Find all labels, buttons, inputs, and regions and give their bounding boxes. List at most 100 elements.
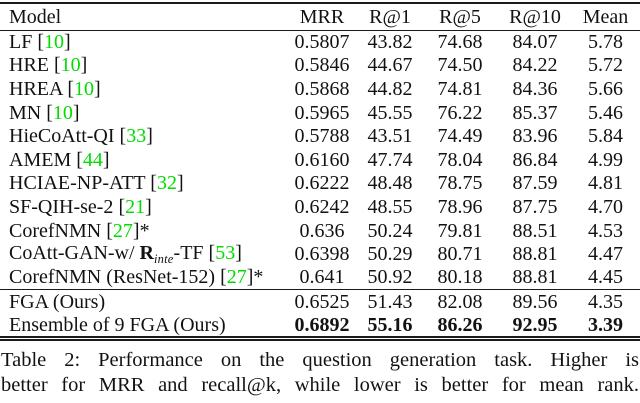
value-cell: 88.81 — [512, 266, 558, 289]
model-cell: Ensemble of 9 FGA (Ours) — [0, 314, 285, 338]
table-row: CoAtt-GAN-w/ Rinte-TF [53] 0.6398 50.29 80.… — [0, 242, 640, 266]
value-cell: 44.82 — [367, 77, 413, 100]
value-cell: 43.82 — [367, 31, 413, 54]
column-header-model: Model — [9, 5, 62, 28]
column-header-mean: Mean — [582, 5, 629, 28]
value-cell: 45.55 — [367, 101, 413, 124]
value-cell: 88.51 — [512, 219, 558, 242]
model-name-text: HREA — [9, 77, 68, 100]
model-name-text: FGA (Ours) — [9, 290, 106, 313]
citation-link[interactable]: 32 — [156, 172, 177, 195]
model-name-text: CorefNMN — [9, 219, 107, 242]
model-cell: CorefNMN (ResNet-152) [27]* — [0, 266, 285, 290]
value-cell: 50.24 — [367, 219, 413, 242]
value-cell: 0.6525 — [294, 290, 350, 313]
citation-bracket: [33] — [119, 125, 153, 148]
model-name-text: Ensemble of 9 FGA (Ours) — [9, 313, 226, 336]
math-bold-symbol: R — [139, 241, 154, 264]
citation-link[interactable]: 10 — [74, 77, 95, 100]
value-cell: 79.81 — [437, 219, 483, 242]
value-cell: 4.45 — [588, 266, 623, 289]
value-cell: 0.5965 — [294, 101, 350, 124]
value-cell: 50.92 — [367, 266, 413, 289]
model-cell: FGA (Ours) — [0, 290, 285, 314]
caption-line-2: better for MRR and recall@k, while lower… — [1, 373, 639, 396]
model-cell: HCIAE-NP-ATT [32] — [0, 172, 285, 196]
citation-link[interactable]: 10 — [52, 101, 73, 124]
model-name-text: HCIAE-NP-ATT — [9, 172, 151, 195]
table-row: CorefNMN (ResNet-152) [27]* 0.641 50.92 80.… — [0, 266, 640, 290]
value-cell: 0.6160 — [294, 148, 350, 171]
citation-link[interactable]: 44 — [82, 148, 103, 171]
value-cell: 0.636 — [299, 219, 345, 242]
citation-link[interactable]: 10 — [60, 54, 81, 77]
table-row: CorefNMN [27]* 0.636 50.24 79.81 88.51 4.53 — [0, 219, 640, 243]
value-cell: 47.74 — [367, 148, 413, 171]
column-header-r1: R@1 — [369, 5, 411, 28]
model-name-text: CorefNMN (ResNet-152) — [9, 266, 221, 289]
value-cell: 55.16 — [367, 313, 413, 336]
value-cell: 83.96 — [512, 125, 558, 148]
value-cell: 87.59 — [512, 172, 558, 195]
model-cell: HieCoAtt-QI [33] — [0, 124, 285, 148]
column-header-r10: R@10 — [509, 5, 561, 28]
value-cell: 74.50 — [437, 54, 483, 77]
value-cell: 84.22 — [512, 54, 558, 77]
value-cell: 5.46 — [588, 101, 623, 124]
model-name-text: * — [139, 219, 150, 242]
value-cell: 86.26 — [437, 313, 483, 336]
citation-bracket: [27] — [220, 266, 254, 289]
model-name-text: HRE — [9, 54, 54, 77]
value-cell: 43.51 — [367, 125, 413, 148]
model-cell: LF [10] — [0, 30, 285, 54]
value-cell: 0.5788 — [294, 125, 350, 148]
table-header: Model MRR R@1 R@5 R@10 Mean — [0, 3, 640, 30]
citation-link[interactable]: 33 — [126, 125, 147, 148]
value-cell: 0.5868 — [294, 77, 350, 100]
model-cell: MN [10] — [0, 101, 285, 125]
model-cell: HRE [10] — [0, 54, 285, 78]
value-cell: 0.6398 — [294, 243, 350, 266]
value-cell: 92.95 — [512, 313, 558, 336]
model-name-text: AMEM — [9, 148, 77, 171]
value-cell: 0.5846 — [294, 54, 350, 77]
value-cell: 4.70 — [588, 195, 623, 218]
citation-bracket: [10] — [54, 54, 88, 77]
model-cell: HREA [10] — [0, 77, 285, 101]
value-cell: 80.18 — [437, 266, 483, 289]
citation-link[interactable]: 53 — [215, 241, 236, 264]
table-caption: Table 2: Performance on the question gen… — [0, 348, 640, 398]
value-cell: 44.67 — [367, 54, 413, 77]
model-cell: SF-QIH-se-2 [21] — [0, 195, 285, 219]
table-row: SF-QIH-se-2 [21] 0.6242 48.55 78.96 87.75 4.7… — [0, 195, 640, 219]
column-header-r5: R@5 — [439, 5, 481, 28]
value-cell: 0.6892 — [294, 313, 350, 336]
table-row: HRE [10] 0.5846 44.67 74.50 84.22 5.72 — [0, 54, 640, 78]
citation-link[interactable]: 21 — [125, 195, 146, 218]
column-header-mrr: MRR — [299, 5, 345, 28]
value-cell: 48.55 — [367, 195, 413, 218]
value-cell: 5.72 — [588, 54, 623, 77]
value-cell: 88.81 — [512, 243, 558, 266]
value-cell: 82.08 — [437, 290, 483, 313]
caption-line-1: Table 2: Performance on the question gen… — [1, 348, 639, 371]
value-cell: 85.37 — [512, 101, 558, 124]
value-cell: 78.04 — [437, 148, 483, 171]
table-row: Ensemble of 9 FGA (Ours) 0.6892 55.16 86.26… — [0, 314, 640, 338]
value-cell: 4.81 — [588, 172, 623, 195]
citation-link[interactable]: 10 — [44, 31, 65, 54]
value-cell: 74.49 — [437, 125, 483, 148]
value-cell: 78.75 — [437, 172, 483, 195]
citation-bracket: [53] — [208, 241, 242, 264]
citation-bracket: [21] — [118, 195, 152, 218]
value-cell: 76.22 — [437, 101, 483, 124]
model-cell: CorefNMN [27]* — [0, 219, 285, 243]
value-cell: 51.43 — [367, 290, 413, 313]
citation-link[interactable]: 27 — [112, 219, 133, 242]
citation-bracket: [10] — [46, 101, 80, 124]
value-cell: 78.96 — [437, 195, 483, 218]
citation-link[interactable]: 27 — [226, 266, 247, 289]
citation-bracket: [10] — [67, 77, 101, 100]
table-row: AMEM [44] 0.6160 47.74 78.04 86.84 4.99 — [0, 148, 640, 172]
